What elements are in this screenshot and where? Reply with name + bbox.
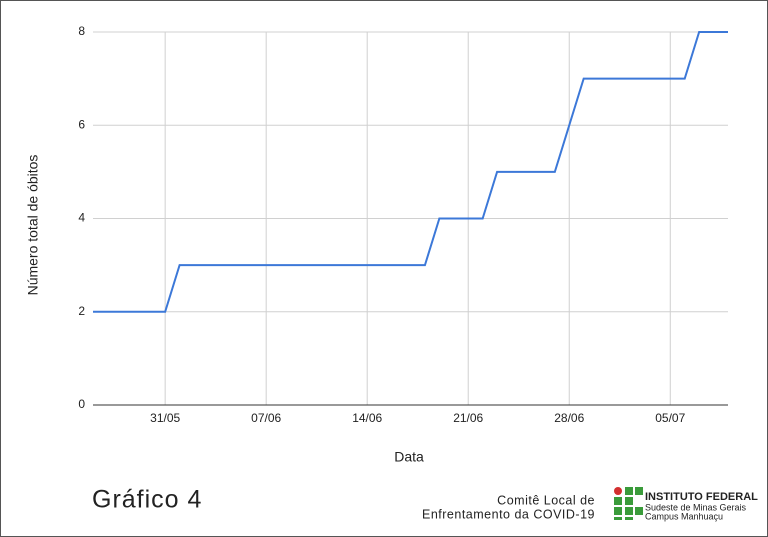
institute-name: INSTITUTO FEDERAL — [645, 491, 758, 503]
y-tick-label: 6 — [78, 117, 85, 131]
committee-line: Comitê Local de — [497, 493, 595, 507]
y-axis-label: Número total de óbitos — [25, 155, 41, 296]
y-tick-label: 2 — [78, 304, 85, 318]
x-tick-label: 21/06 — [453, 411, 483, 425]
x-tick-label: 28/06 — [554, 411, 584, 425]
caption: Gráfico 4 — [92, 486, 202, 514]
y-tick-label: 0 — [78, 397, 85, 411]
x-tick-label: 05/07 — [655, 411, 685, 425]
y-tick-label: 4 — [78, 211, 85, 225]
committee-line: Enfrentamento da COVID-19 — [422, 507, 595, 521]
data-line — [93, 31, 728, 313]
institute-line: Campus Manhuaçu — [645, 511, 723, 521]
x-tick-label: 14/06 — [352, 411, 382, 425]
x-tick-label: 31/05 — [150, 411, 180, 425]
logo — [614, 487, 643, 520]
x-axis-label: Data — [394, 449, 424, 465]
y-tick-label: 8 — [78, 24, 85, 38]
institute-line: Sudeste de Minas Gerais — [645, 502, 747, 512]
x-tick-label: 07/06 — [251, 411, 281, 425]
